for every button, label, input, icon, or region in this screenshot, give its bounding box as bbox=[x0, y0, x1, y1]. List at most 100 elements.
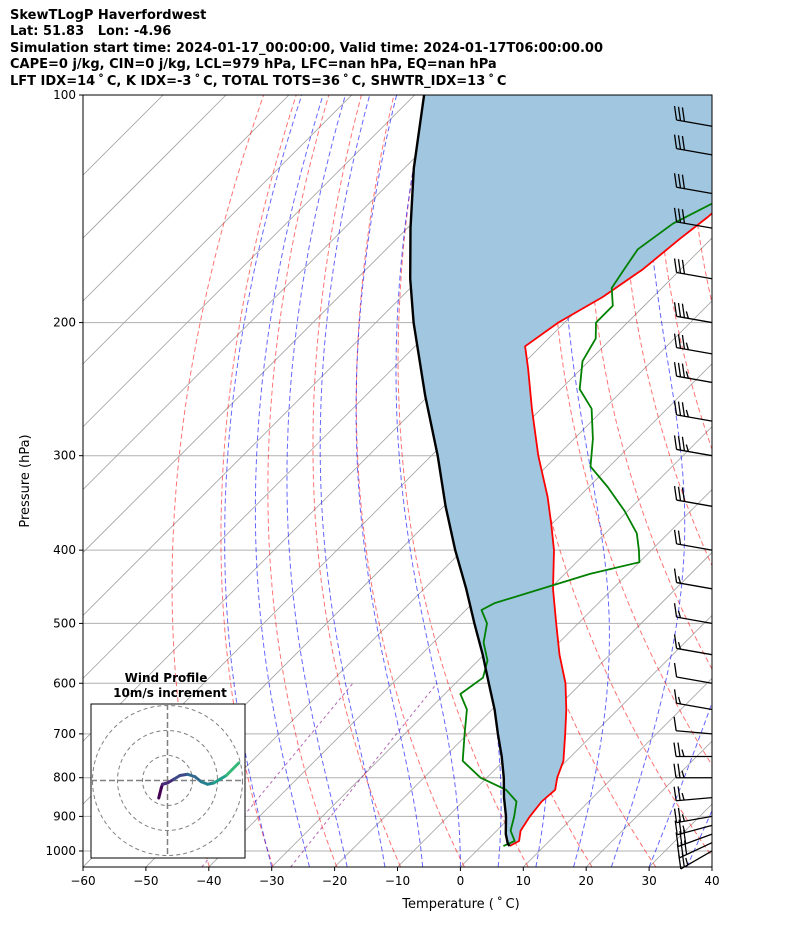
dry-adiabat bbox=[551, 95, 712, 766]
barb-flag bbox=[677, 763, 681, 778]
barb-flag bbox=[673, 568, 678, 583]
barb-flag bbox=[681, 402, 686, 417]
barb-flag bbox=[677, 106, 682, 121]
barb-flag bbox=[673, 808, 678, 823]
isotherm bbox=[83, 95, 290, 302]
x-axis-label: Temperature ( ˚ C) bbox=[401, 896, 519, 912]
barb-flag bbox=[677, 742, 681, 757]
barb-staff bbox=[676, 147, 713, 156]
barb-flag bbox=[673, 207, 678, 222]
moist-adiabat bbox=[610, 95, 686, 867]
parcel-line bbox=[409, 95, 511, 847]
barb-flag bbox=[685, 857, 689, 866]
location-line: Lat: 51.83 Lon: -4.96 bbox=[10, 24, 172, 40]
isotherm bbox=[83, 95, 227, 239]
barb-staff bbox=[676, 499, 713, 507]
barb-flag bbox=[673, 763, 677, 778]
x-tick-label: 20 bbox=[579, 874, 594, 888]
barb-flag bbox=[681, 334, 686, 350]
barb-flag bbox=[677, 641, 682, 650]
time-line: Simulation start time: 2024-01-17_00:00:… bbox=[10, 40, 603, 56]
barb-flag bbox=[673, 105, 678, 121]
barb-staff bbox=[676, 414, 713, 422]
barb-flag bbox=[681, 487, 686, 502]
barb-flag bbox=[677, 135, 682, 150]
barb-staff bbox=[676, 221, 713, 229]
wind-barb bbox=[673, 763, 712, 779]
y-tick-label: 400 bbox=[53, 543, 76, 557]
wind-barb bbox=[673, 568, 713, 590]
cape-cin-shading bbox=[410, 95, 712, 846]
barb-flag bbox=[677, 807, 682, 823]
temperature-line bbox=[509, 212, 712, 847]
chart-title: SkewTLogP Haverfordwest bbox=[10, 8, 207, 23]
isotherm bbox=[83, 95, 478, 491]
dry-adiabat bbox=[267, 95, 338, 867]
wind-barb bbox=[673, 105, 713, 127]
inset-subtitle: 10m/s increment bbox=[113, 686, 227, 700]
barb-flag bbox=[681, 792, 685, 801]
barb-flag bbox=[673, 302, 678, 317]
wind-barb bbox=[673, 302, 713, 324]
x-tick-label: 0 bbox=[457, 874, 465, 888]
wind-barb bbox=[673, 634, 713, 656]
barb-flag bbox=[673, 333, 678, 348]
barb-staff bbox=[676, 448, 713, 457]
barb-staff bbox=[679, 842, 713, 859]
barb-flag bbox=[683, 829, 687, 844]
barb-flag bbox=[677, 486, 682, 501]
x-tick-label: −40 bbox=[196, 874, 221, 888]
axis-layer: −60 −50 −40 −30 −20 −10 0 10 20 30 40 100 200 300 400 5… bbox=[45, 88, 719, 888]
dry-adiabat bbox=[171, 95, 265, 867]
isotherm bbox=[523, 677, 712, 867]
wind-barb bbox=[673, 362, 713, 384]
barb-staff bbox=[676, 543, 713, 551]
barb-flag bbox=[681, 135, 686, 151]
moist-adiabat bbox=[286, 95, 348, 867]
dry-adiabat bbox=[312, 95, 402, 867]
wind-barb bbox=[673, 529, 713, 551]
hodograph-segment bbox=[231, 761, 241, 771]
barb-staff bbox=[676, 346, 713, 355]
barb-flag bbox=[673, 786, 677, 801]
y-tick-label: 200 bbox=[53, 316, 76, 330]
barb-flag bbox=[681, 770, 685, 778]
dry-adiabat bbox=[397, 95, 529, 867]
barb-flag bbox=[677, 302, 682, 318]
wind-barb bbox=[673, 485, 713, 507]
wind-barb bbox=[673, 662, 713, 684]
barb-flag bbox=[673, 258, 678, 273]
x-tick-label: 30 bbox=[641, 874, 656, 888]
wind-barb bbox=[673, 603, 713, 625]
inset-title: Wind Profile bbox=[125, 671, 208, 685]
wind-barb bbox=[673, 258, 713, 280]
barb-flag bbox=[674, 820, 678, 835]
barb-flag bbox=[681, 259, 686, 274]
barb-flag bbox=[673, 689, 678, 704]
barb-flag bbox=[673, 435, 678, 450]
barb-flag bbox=[685, 444, 689, 452]
isotherm bbox=[271, 426, 712, 867]
y-tick-label: 100 bbox=[53, 88, 76, 102]
moist-adiabat bbox=[395, 95, 461, 867]
barb-flag bbox=[681, 107, 686, 122]
wind-barb bbox=[673, 173, 713, 195]
dry-adiabat bbox=[752, 95, 794, 867]
dry-adiabat bbox=[785, 95, 794, 867]
barb-flag bbox=[673, 529, 678, 544]
cape-line: CAPE=0 j/kg, CIN=0 j/kg, LCL=979 hPa, LF… bbox=[10, 57, 497, 73]
wind-barb bbox=[678, 850, 713, 870]
barb-staff bbox=[676, 730, 713, 735]
barb-flag bbox=[673, 485, 678, 501]
moist-adiabat bbox=[355, 95, 424, 867]
barb-flag bbox=[681, 174, 686, 189]
barb-flag bbox=[681, 303, 686, 318]
barb-flag bbox=[673, 134, 678, 149]
barb-staff bbox=[676, 271, 713, 280]
x-tick-label: 10 bbox=[516, 874, 531, 888]
y-tick-label: 800 bbox=[53, 771, 76, 785]
dry-adiabat bbox=[355, 95, 465, 867]
barb-flag bbox=[677, 530, 682, 545]
wind-barb bbox=[673, 134, 713, 156]
barb-staff bbox=[676, 702, 713, 711]
